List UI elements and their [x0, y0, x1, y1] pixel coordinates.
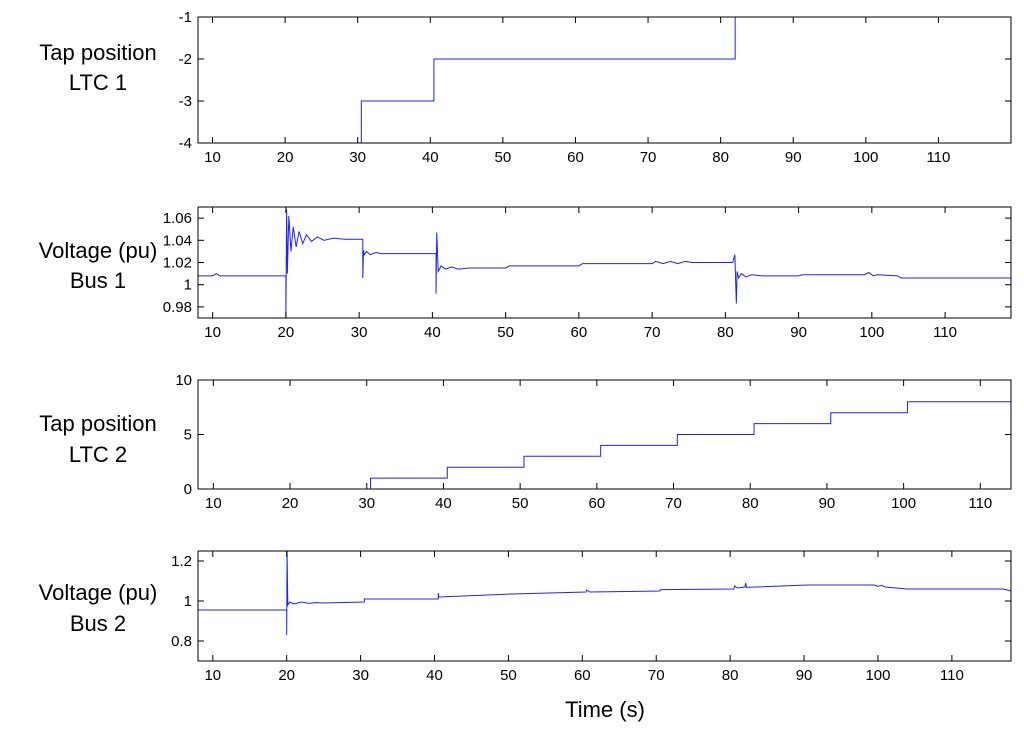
x-tick-label: 90 — [819, 495, 836, 512]
x-tick-label: 10 — [205, 495, 222, 512]
y-tick-label: -3 — [179, 93, 192, 110]
x-tick-label: 80 — [712, 149, 729, 166]
x-tick-label: 80 — [717, 324, 734, 341]
x-tick-label: 30 — [351, 324, 368, 341]
x-tick-label: 90 — [790, 324, 807, 341]
x-tick-label: 50 — [497, 324, 514, 341]
x-tick-label: 110 — [926, 149, 950, 166]
x-tick-label: 70 — [640, 149, 657, 166]
y-tick-label: 1 — [184, 593, 192, 610]
x-tick-label: 40 — [426, 667, 443, 684]
x-tick-label: 20 — [278, 324, 295, 341]
y-tick-label: 0.8 — [171, 633, 192, 650]
x-tick-label: 30 — [352, 667, 369, 684]
x-tick-label: 20 — [277, 149, 294, 166]
panel-1-ylabel-line2: LTC 1 — [69, 70, 127, 95]
y-tick-label: 5 — [184, 427, 192, 444]
panel-3-series-line — [198, 401, 1011, 490]
x-tick-label: 100 — [853, 149, 878, 166]
x-tick-label: 30 — [349, 149, 366, 166]
y-tick-label: -1 — [179, 9, 192, 26]
x-tick-label: 110 — [933, 324, 957, 341]
panel-tap-position-ltc1: 10 20 30 40 50 60 70 80 90 100 110 -4 -3 -2 -1 — [179, 9, 1012, 166]
x-tick-label: 70 — [648, 667, 665, 684]
x-tick-label: 80 — [722, 667, 739, 684]
panel-voltage-bus1: 10 20 30 40 50 60 70 80 90 100 110 0.98 1 1.02 1.04 1.0… — [163, 206, 1012, 341]
y-tick-label: 0 — [184, 481, 192, 498]
x-tick-label: 60 — [571, 324, 588, 341]
y-tick-label: 1.04 — [163, 232, 192, 249]
x-tick-label: 10 — [204, 324, 221, 341]
panel-2-ylabel-line1: Voltage (pu) — [39, 238, 158, 263]
y-tick-label: -4 — [179, 135, 192, 152]
x-tick-label: 100 — [891, 495, 916, 512]
x-tick-label: 70 — [644, 324, 661, 341]
x-tick-label: 70 — [665, 495, 682, 512]
y-tick-label: 1.2 — [171, 553, 192, 570]
x-tick-label: 60 — [567, 149, 584, 166]
panel-4-axes-frame — [197, 550, 1012, 662]
panel-4-ylabel-line1: Voltage (pu) — [39, 580, 158, 605]
panel-1-ylabel-line1: Tap position — [39, 40, 156, 65]
panel-3-ylabel-line1: Tap position — [39, 411, 156, 436]
x-tick-label: 60 — [588, 495, 605, 512]
panel-2-ylabel-line2: Bus 1 — [70, 268, 126, 293]
x-tick-label: 60 — [574, 667, 591, 684]
x-axis-label: Time (s) — [565, 697, 645, 722]
x-tick-label: 80 — [742, 495, 759, 512]
panel-1-series-line — [198, 16, 1011, 144]
y-tick-label: -2 — [179, 51, 192, 68]
panel-2-series-line — [198, 209, 1011, 319]
x-tick-label: 90 — [785, 149, 802, 166]
x-tick-label: 110 — [940, 667, 964, 684]
x-tick-label: 10 — [204, 667, 221, 684]
y-tick-label: 1.02 — [163, 255, 192, 272]
x-tick-label: 20 — [278, 667, 295, 684]
panel-tap-position-ltc2: 10 20 30 40 50 60 70 80 90 100 110 0 5 10 — [175, 372, 1012, 512]
panel-3-ylabel-line2: LTC 2 — [69, 442, 127, 467]
x-tick-label: 40 — [422, 149, 439, 166]
x-tick-label: 50 — [495, 149, 512, 166]
y-tick-label: 10 — [175, 372, 192, 389]
y-tick-label: 1 — [184, 277, 192, 294]
x-tick-label: 20 — [282, 495, 299, 512]
x-tick-label: 40 — [435, 495, 452, 512]
x-tick-label: 100 — [859, 324, 884, 341]
x-tick-label: 90 — [796, 667, 813, 684]
x-tick-label: 30 — [358, 495, 375, 512]
panel-1-axes-frame — [197, 16, 1012, 144]
x-tick-label: 100 — [865, 667, 890, 684]
x-tick-label: 110 — [968, 495, 992, 512]
y-tick-label: 1.06 — [163, 210, 192, 227]
panel-4-series-line — [198, 550, 1012, 636]
x-tick-label: 50 — [512, 495, 529, 512]
x-tick-label: 40 — [424, 324, 441, 341]
x-tick-label: 10 — [204, 149, 221, 166]
panel-4-ylabel-line2: Bus 2 — [70, 611, 126, 636]
y-tick-label: 0.98 — [163, 299, 192, 316]
panel-voltage-bus2: 10 20 30 40 50 60 70 80 90 100 110 0.8 1 1.2 — [171, 550, 1012, 684]
x-tick-label: 50 — [500, 667, 517, 684]
